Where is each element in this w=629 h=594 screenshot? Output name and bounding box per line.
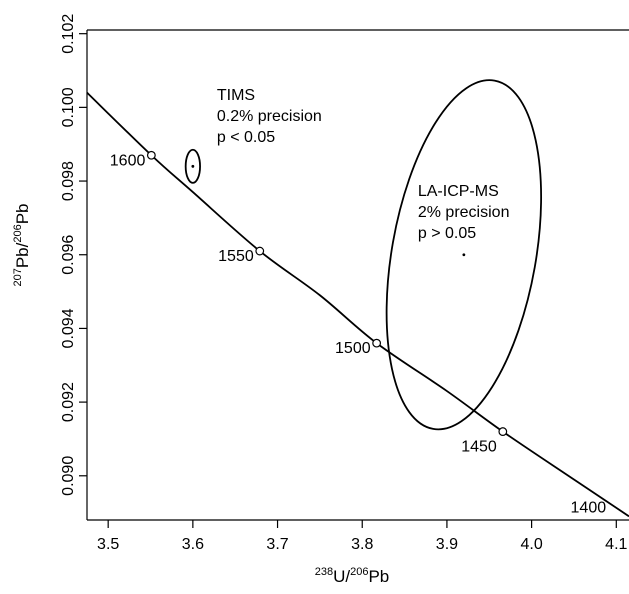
age-label-1600: 1600 <box>110 152 146 169</box>
age-label-1500: 1500 <box>335 340 371 357</box>
y-axis-title-tail: Pb <box>13 203 32 224</box>
concordia-curve <box>86 91 629 518</box>
age-marker-1600 <box>146 150 156 160</box>
annotation-layer: TIMS 0.2% precision p < 0.05 LA-ICP-MS 2% pr… <box>217 87 510 242</box>
y-axis-title: 207Pb/206Pb <box>12 203 32 286</box>
y-tick-label: 0.092 <box>60 382 77 422</box>
y-tick-label: 0.102 <box>60 14 77 54</box>
y-tick-label: 0.096 <box>60 235 77 275</box>
y-tick-label: 0.094 <box>60 308 77 348</box>
la-icp-ms-ellipse <box>385 79 543 431</box>
age-marker-1550 <box>255 246 265 256</box>
age-label-1450: 1450 <box>461 439 497 456</box>
y-tick-label: 0.090 <box>60 456 77 496</box>
x-axis-title: 238U/206Pb <box>315 566 390 586</box>
concordia-curve-layer <box>86 91 629 518</box>
x-tick-label: 3.9 <box>436 536 458 553</box>
la-icp-ms-annotation-line: 2% precision <box>418 204 510 221</box>
la-icp-ms-center-dot <box>462 253 466 257</box>
x-tick-label: 4.0 <box>520 536 542 553</box>
age-marker-layer: 1600 1550 1500 1450 1400 <box>110 150 607 517</box>
x-axis-title-sup1: 238 <box>315 566 333 578</box>
y-axis-title-mid: Pb/ <box>13 242 32 268</box>
x-tick-label: 3.6 <box>182 536 204 553</box>
x-axis: 3.5 3.6 3.7 3.8 3.9 4.0 4.1 <box>97 520 628 553</box>
age-marker-1500 <box>372 338 382 348</box>
x-tick-label: 3.5 <box>97 536 119 553</box>
tims-ellipse <box>184 148 201 184</box>
x-axis-title-mid: U/ <box>333 567 350 586</box>
la-icp-ms-annotation-line: p > 0.05 <box>418 225 476 242</box>
y-tick-label: 0.100 <box>60 87 77 127</box>
tims-center-dot <box>191 164 195 168</box>
x-tick-label: 3.8 <box>351 536 373 553</box>
age-label-1400: 1400 <box>571 500 607 517</box>
age-label-1550: 1550 <box>218 248 254 265</box>
x-axis-title-tail: Pb <box>368 567 389 586</box>
x-tick-label: 3.7 <box>266 536 288 553</box>
tims-annotation-line: TIMS <box>217 87 255 104</box>
y-axis-title-sup1: 207 <box>12 268 24 286</box>
y-axis: 0.090 0.092 0.094 0.096 0.098 0.100 0.102 <box>60 14 87 496</box>
tims-annotation-line: 0.2% precision <box>217 108 322 125</box>
tims-annotation-line: p < 0.05 <box>217 129 275 146</box>
x-tick-label: 4.1 <box>605 536 627 553</box>
error-ellipse-layer <box>184 79 543 431</box>
y-axis-title-sup2: 206 <box>12 224 24 242</box>
y-tick-label: 0.098 <box>60 161 77 201</box>
la-icp-ms-annotation-line: LA-ICP-MS <box>418 183 499 200</box>
age-marker-1450 <box>498 427 508 436</box>
x-axis-title-sup2: 206 <box>350 566 368 578</box>
plot-frame <box>86 29 629 521</box>
